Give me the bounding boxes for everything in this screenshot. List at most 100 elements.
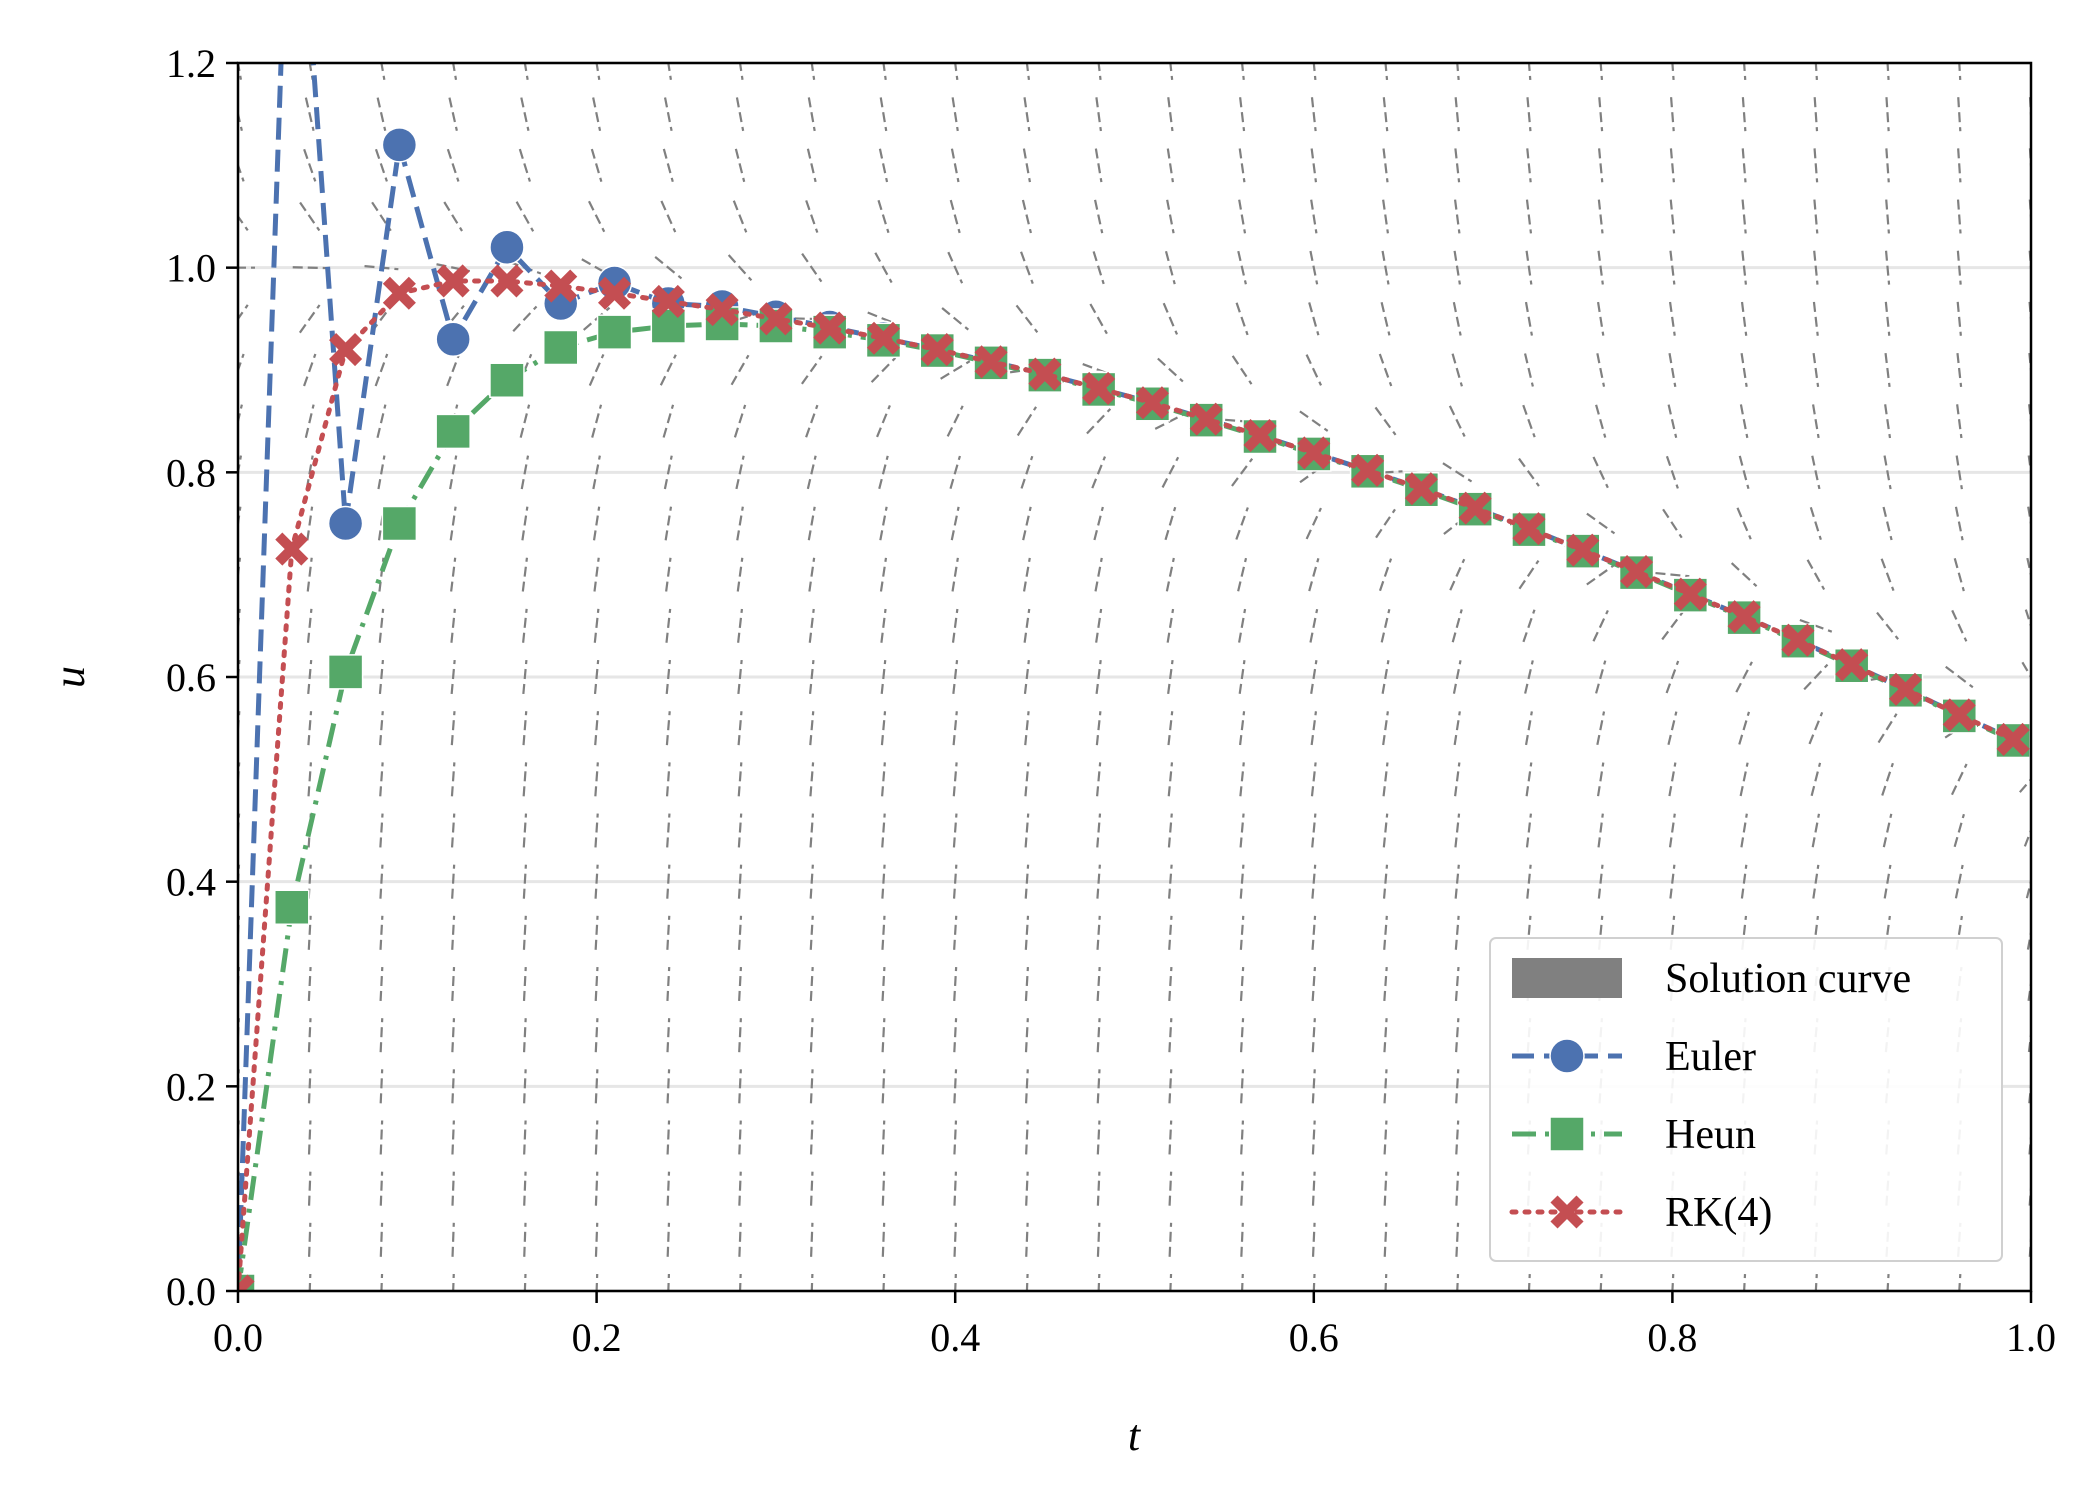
slope-segment [660,200,677,233]
slope-segment [449,455,458,490]
slope-segment [1455,1069,1460,1104]
slope-segment [1168,915,1173,950]
slope-segment [738,1171,742,1206]
slope-segment [522,1018,527,1053]
slope-segment [953,1171,958,1206]
slope-segment [590,148,603,182]
slope-segment [307,659,313,695]
slope-segment [520,455,530,490]
x-tick-label-5: 1.0 [2006,1315,2056,1360]
slope-segment [446,148,460,182]
slope-segment [737,659,743,695]
slope-segment [1167,660,1174,694]
data-point-2-5 [490,264,524,298]
slope-segment [1667,711,1678,745]
slope-segment [1668,353,1677,387]
slope-segment [1803,663,1829,691]
slope-segment [1884,250,1891,285]
slope-segment [1299,410,1329,432]
slope-segment [1950,763,1968,796]
slope-segment [303,353,317,387]
slope-segment [737,711,743,746]
slope-segment [1096,864,1101,899]
data-point-2-30 [1835,648,1869,682]
slope-segment [1096,813,1102,848]
slope-segment [1453,250,1461,285]
slope-segment [1383,1222,1388,1257]
slope-segment [952,659,959,695]
slope-segment [737,915,743,950]
slope-segment [594,1018,599,1053]
x-tick-label-4: 0.8 [1647,1315,1697,1360]
slope-segment [1238,608,1247,643]
slope-segment [377,506,385,541]
slope-segment [591,404,603,438]
slope-segment [881,1171,886,1206]
slope-segment [665,711,671,746]
slope-segment [1024,813,1030,848]
slope-segment [1094,148,1103,183]
slope-segment [881,1222,886,1257]
slope-segment [446,353,461,387]
slope-segment [451,1069,456,1104]
slope-segment [1167,762,1174,797]
y-tick-label-6: 1.2 [166,41,216,86]
slope-segment [1375,508,1396,539]
slope-segment [659,354,677,386]
data-point-2-16 [1082,371,1116,405]
slope-segment [1022,148,1032,183]
slope-segment [1455,1171,1460,1206]
slope-segment [1669,97,1675,132]
slope-segment [1020,251,1034,285]
slope-segment [1592,609,1609,642]
slope-segment [1089,303,1108,335]
slope-segment [1022,506,1032,541]
data-point-2-13 [920,332,954,367]
slope-segment [1668,813,1676,848]
slope-segment [522,966,527,1002]
slope-segment [371,201,392,232]
slope-segment [737,762,743,797]
slope-segment [592,455,601,490]
slope-segment [1025,1120,1029,1155]
slope-segment [1957,148,1962,183]
data-point-2-10 [759,302,793,336]
slope-segment [594,1069,599,1104]
legend-box [1489,937,2003,1262]
slope-segment [1383,1171,1388,1206]
slope-segment [522,711,528,746]
series-line-2 [238,278,2016,1291]
slope-segment [376,97,387,131]
slope-segment [1885,148,1890,183]
slope-segment [1167,711,1174,746]
slope-segment [808,557,816,592]
slope-segment [1382,199,1389,234]
slope-segment [1231,355,1253,385]
slope-segment [1311,864,1317,899]
slope-segment [1813,97,1819,132]
slope-segment [378,608,385,643]
slope-segment [1586,563,1616,586]
slope-segment [665,762,671,797]
slope-segment [1449,558,1466,591]
slope-segment [1096,1069,1101,1104]
slope-segment [881,762,886,797]
data-point-2-24 [1512,512,1546,546]
slope-segment [2025,877,2031,899]
slope-segment [809,1069,814,1104]
slope-segment [738,1018,742,1053]
slope-segment [1956,352,1963,388]
slope-segment [1741,97,1747,132]
slope-segment [1812,864,1820,899]
slope-segment [1024,711,1030,746]
slope-segment [1518,559,1540,590]
slope-segment [1024,1018,1029,1053]
slope-segment [1598,97,1604,132]
slope-segment [735,97,745,132]
slope-segment [443,201,463,232]
data-point-0-2 [327,505,364,542]
slope-segment [1661,611,1684,641]
slope-segment [2023,827,2031,847]
slope-segment [1239,966,1245,1002]
slope-segment [1884,404,1892,439]
